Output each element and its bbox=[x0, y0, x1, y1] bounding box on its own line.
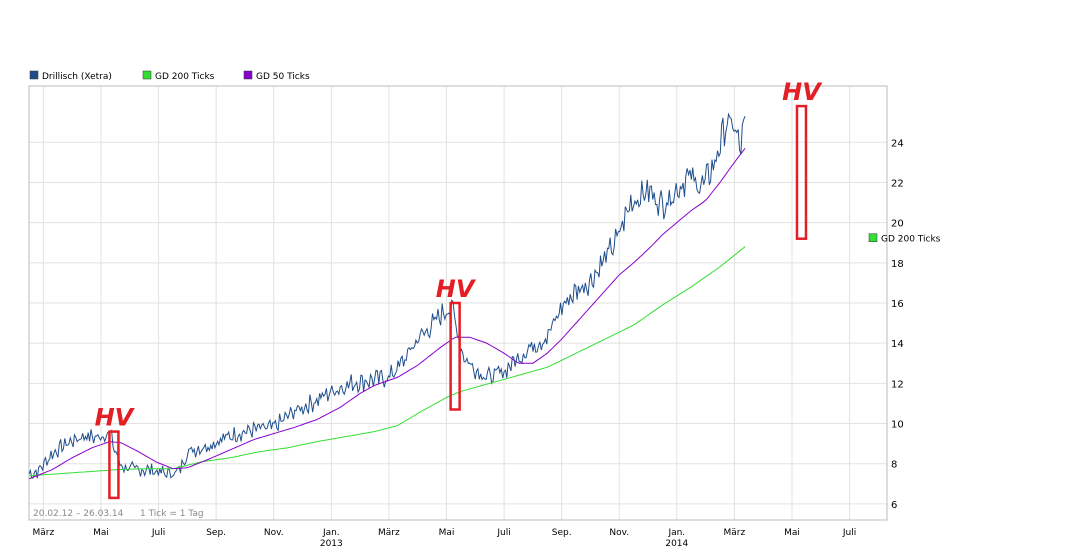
end-label-swatch bbox=[868, 233, 878, 242]
x-tick-label: Nov. bbox=[609, 528, 629, 538]
hv-marker-box bbox=[449, 301, 461, 411]
x-tick-label: März bbox=[33, 528, 55, 538]
x-tick-label: März bbox=[724, 528, 746, 538]
annotations: HV HV HV bbox=[95, 78, 823, 500]
info-layer: 20.02.12 – 26.03.14 1 Tick = 1 Tag bbox=[33, 509, 204, 519]
grid bbox=[29, 86, 887, 520]
x-tick-label: Juli bbox=[496, 528, 510, 538]
hv-label: HV bbox=[95, 404, 136, 432]
hv-marker-box bbox=[108, 430, 120, 500]
y-tick-label: 14 bbox=[891, 339, 904, 350]
y-tick-label: 20 bbox=[891, 219, 904, 230]
x-tick-year-label: 2014 bbox=[665, 539, 688, 549]
y-tick-label: 18 bbox=[891, 259, 904, 270]
x-tick-year-label: 2013 bbox=[320, 539, 343, 549]
series-line bbox=[28, 147, 746, 480]
plot-border bbox=[28, 85, 888, 521]
tick-note-label: 1 Tick = 1 Tag bbox=[140, 509, 204, 519]
x-tick-label: Sep. bbox=[552, 528, 572, 538]
hv-label: HV bbox=[436, 275, 477, 303]
date-range-label: 20.02.12 – 26.03.14 bbox=[33, 509, 124, 519]
legend: Drillisch (Xetra) GD 200 Ticks GD 50 Ticks bbox=[29, 70, 310, 82]
y-axis: 6 8 10 12 14 16 18 20 22 24 bbox=[891, 138, 904, 511]
x-tick-label: März bbox=[378, 528, 400, 538]
legend-swatch bbox=[142, 70, 152, 80]
legend-entry: Drillisch (Xetra) bbox=[42, 72, 112, 82]
x-tick-label: Jan. bbox=[667, 528, 685, 538]
x-tick-label: Nov. bbox=[264, 528, 284, 538]
x-tick-label: Juli bbox=[151, 528, 165, 538]
legend-entry: GD 200 Ticks bbox=[155, 72, 215, 82]
x-tick-label: Mai bbox=[784, 528, 800, 538]
y-tick-label: 22 bbox=[891, 178, 904, 189]
hv-label: HV bbox=[782, 78, 823, 106]
y-tick-label: 8 bbox=[891, 460, 897, 471]
legend-entry: GD 50 Ticks bbox=[256, 72, 310, 82]
series-layer bbox=[28, 112, 746, 480]
y-tick-label: 12 bbox=[891, 379, 904, 390]
x-tick-label: Mai bbox=[93, 528, 109, 538]
y-tick-label: 6 bbox=[891, 500, 897, 511]
end-label-text: GD 200 Ticks bbox=[881, 235, 941, 245]
y-tick-label: 10 bbox=[891, 420, 904, 431]
x-tick-label: Sep. bbox=[206, 528, 226, 538]
legend-swatch bbox=[243, 70, 253, 80]
end-label: GD 200 Ticks bbox=[868, 233, 941, 245]
legend-swatch bbox=[29, 70, 39, 80]
x-tick-label: Mai bbox=[439, 528, 455, 538]
series-line bbox=[28, 246, 746, 477]
hv-marker-box bbox=[795, 104, 808, 240]
x-tick-label: Juli bbox=[842, 528, 856, 538]
y-tick-label: 24 bbox=[891, 138, 904, 149]
y-tick-label: 16 bbox=[891, 299, 904, 310]
x-tick-label: Jan. bbox=[322, 528, 340, 538]
